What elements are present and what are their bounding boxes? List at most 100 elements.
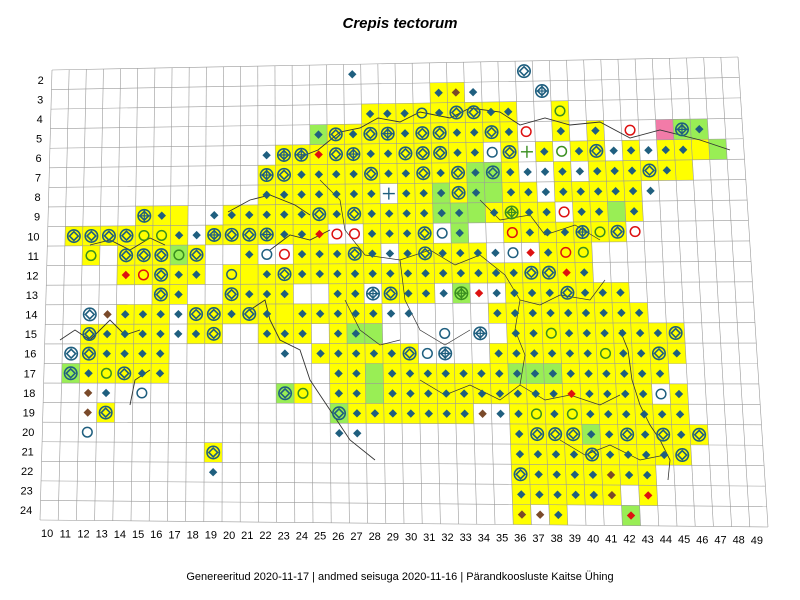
col-tick-label: 35 [496, 532, 508, 544]
marker-39-23 [571, 490, 580, 500]
col-tick-label: 44 [660, 534, 672, 546]
col-tick-label: 17 [168, 529, 180, 541]
marker-32-17 [441, 369, 450, 378]
marker-30-8 [402, 189, 411, 198]
marker-12-14 [82, 307, 97, 322]
marker-36-5 [504, 127, 514, 137]
marker-42-15 [618, 328, 627, 338]
marker-41-13 [598, 288, 607, 297]
marker-31-16 [421, 347, 433, 360]
grid-line-h [47, 240, 750, 247]
marker-43-23 [643, 491, 653, 500]
marker-23-16 [280, 349, 290, 358]
grid-line-h [46, 261, 752, 266]
row-tick-label: 7 [35, 173, 41, 185]
marker-26-13 [333, 289, 342, 298]
marker-38-22 [552, 470, 561, 479]
marker-38-19 [550, 409, 559, 419]
marker-37-12 [524, 265, 539, 280]
marker-32-5 [432, 125, 447, 140]
marker-20-14 [227, 309, 236, 319]
marker-40-15 [582, 328, 592, 338]
row-tick-label: 3 [37, 94, 43, 106]
marker-38-8 [541, 187, 551, 197]
marker-31-12 [421, 269, 430, 278]
col-tick-label: 36 [514, 533, 526, 545]
marker-39-19 [566, 408, 578, 420]
marker-41-17 [602, 369, 611, 378]
marker-12-20 [81, 426, 93, 438]
marker-19-14 [206, 307, 221, 322]
grid-cell-16-10 [152, 225, 171, 246]
grid-cell-40-11 [574, 242, 593, 263]
grid-line-v [360, 64, 368, 524]
grid-cell-28-15 [364, 323, 383, 344]
marker-33-12 [456, 268, 466, 278]
col-tick-label: 30 [405, 532, 417, 544]
col-tick-label: 18 [187, 529, 199, 541]
marker-36-7 [506, 167, 515, 177]
marker-32-13 [439, 289, 448, 298]
grid-cell-46-7 [675, 159, 694, 181]
marker-41-8 [593, 187, 603, 196]
marker-41-18 [603, 389, 612, 399]
marker-33-3 [451, 88, 461, 97]
col-tick-label: 10 [41, 528, 53, 540]
col-tick-label: 42 [623, 534, 635, 546]
marker-42-16 [619, 349, 628, 358]
marker-22-9 [262, 210, 271, 219]
marker-45-6 [661, 145, 670, 155]
marker-14-16 [120, 349, 129, 358]
marker-42-13 [616, 288, 625, 297]
marker-17-15 [174, 329, 183, 339]
marker-40-12 [580, 268, 589, 277]
marker-41-16 [599, 347, 612, 359]
grid-cell-15-10 [135, 225, 153, 246]
marker-30-18 [406, 389, 415, 398]
grid-line-v [651, 58, 678, 527]
grid-line-h [40, 500, 767, 507]
grid-line-v [257, 66, 259, 523]
grid-cell-28-18 [365, 383, 384, 404]
grid-line-v [446, 62, 459, 525]
marker-26-12 [333, 269, 342, 279]
marker-27-12 [350, 269, 360, 278]
marker-17-10 [174, 231, 184, 240]
marker-26-7 [332, 170, 341, 179]
marker-41-23 [607, 490, 617, 500]
marker-26-11 [332, 249, 342, 259]
marker-16-14 [156, 310, 165, 319]
marker-39-12 [562, 268, 571, 277]
marker-32-18 [442, 389, 451, 398]
row-tick-label: 2 [38, 75, 44, 87]
marker-35-4 [486, 107, 496, 117]
marker-15-15 [138, 329, 147, 339]
grid-line-v [94, 69, 104, 521]
marker-27-16 [351, 349, 361, 358]
marker-34-19 [478, 409, 487, 418]
row-tick-label: 15 [25, 329, 37, 341]
grid-line-h [47, 220, 749, 227]
marker-27-9 [347, 206, 362, 221]
row-tick-label: 9 [34, 212, 40, 224]
grid-line-v [583, 59, 605, 526]
marker-39-18 [567, 389, 576, 399]
marker-13-19 [98, 405, 113, 420]
marker-37-15 [529, 329, 538, 338]
marker-43-6 [626, 146, 636, 155]
grid-line-v [291, 65, 296, 523]
marker-38-14 [546, 308, 555, 318]
marker-39-21 [569, 450, 579, 459]
grid-cell-12-11 [81, 245, 100, 266]
marker-16-11 [154, 248, 169, 263]
marker-44-16 [651, 346, 666, 361]
marker-35-19 [496, 409, 505, 419]
marker-36-8 [506, 188, 516, 197]
marker-40-9 [577, 207, 586, 216]
marker-43-15 [635, 328, 645, 338]
row-tick-label: 4 [37, 114, 43, 126]
marker-12-15 [82, 327, 97, 342]
marker-26-6 [329, 147, 344, 162]
marker-22-14 [262, 309, 272, 319]
marker-32-16 [438, 346, 453, 361]
